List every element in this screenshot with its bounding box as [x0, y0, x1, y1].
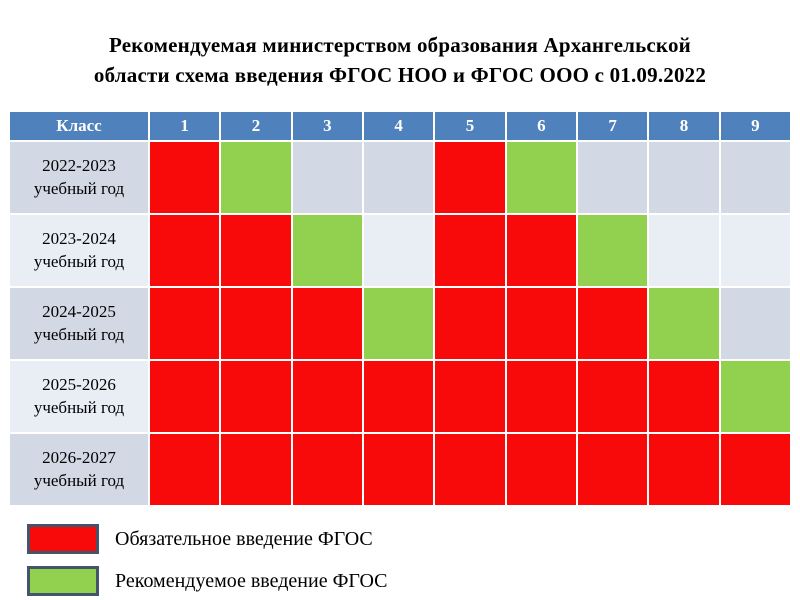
- table-body: 2022-2023 учебный год 2023-2024 учебный год…: [10, 142, 790, 505]
- legend-swatch-recommended: [27, 566, 99, 596]
- legend-item: Обязательное введение ФГОС: [27, 524, 387, 554]
- schedule-cell-obligatory: [150, 142, 220, 213]
- header-cell-grade-9: 9: [720, 112, 790, 140]
- schedule-cell-obligatory: [578, 288, 648, 359]
- schedule-cell-obligatory: [150, 361, 220, 432]
- schedule-cell-empty: [578, 142, 648, 213]
- schedule-cell-obligatory: [292, 288, 362, 359]
- schedule-cell-empty: [720, 215, 790, 286]
- schedule-cell-obligatory: [221, 361, 291, 432]
- table-row: 2022-2023 учебный год: [10, 142, 790, 213]
- schedule-cell-obligatory: [435, 142, 505, 213]
- schedule-cell-recommended: [221, 142, 291, 213]
- row-label-years: 2024-2025: [42, 301, 116, 321]
- row-label: 2026-2027 учебный год: [10, 434, 148, 505]
- row-label: 2024-2025 учебный год: [10, 288, 148, 359]
- header-cell-grade-7: 7: [578, 112, 648, 140]
- schedule-cell-empty: [649, 215, 719, 286]
- legend-item: Рекомендуемое введение ФГОС: [27, 566, 387, 596]
- header-cell-grade-8: 8: [649, 112, 719, 140]
- schedule-cell-empty: [292, 142, 362, 213]
- header-cell-grade-6: 6: [506, 112, 576, 140]
- header-cell-class: Класс: [10, 112, 148, 140]
- row-label: 2022-2023 учебный год: [10, 142, 148, 213]
- header-cell-grade-1: 1: [150, 112, 220, 140]
- page-title: Рекомендуемая министерством образования …: [0, 0, 800, 91]
- row-label-caption: учебный год: [33, 324, 125, 344]
- page-title-line2: области схема введения ФГОС НОО и ФГОС О…: [93, 63, 707, 88]
- row-label-years: 2025-2026: [42, 374, 116, 394]
- schedule-cell-obligatory: [506, 434, 576, 505]
- legend-label: Обязательное введение ФГОС: [115, 527, 373, 550]
- fgos-schedule-table: Класс 1 2 3 4 5 6 7 8 9 2022-2023 учебный год 2023-…: [10, 112, 790, 507]
- schedule-cell-obligatory: [578, 361, 648, 432]
- row-label-caption: учебный год: [33, 251, 125, 271]
- schedule-cell-obligatory: [292, 434, 362, 505]
- schedule-cell-obligatory: [435, 215, 505, 286]
- schedule-cell-obligatory: [364, 434, 434, 505]
- row-label-years: 2022-2023: [42, 155, 116, 175]
- page-title-line1: Рекомендуемая министерством образования …: [109, 33, 691, 57]
- schedule-cell-obligatory: [649, 434, 719, 505]
- row-label: 2023-2024 учебный год: [10, 215, 148, 286]
- table-header-row: Класс 1 2 3 4 5 6 7 8 9: [10, 112, 790, 140]
- legend-swatch-obligatory: [27, 524, 99, 554]
- schedule-cell-empty: [364, 215, 434, 286]
- schedule-cell-obligatory: [578, 434, 648, 505]
- header-cell-grade-5: 5: [435, 112, 505, 140]
- schedule-cell-recommended: [578, 215, 648, 286]
- schedule-cell-obligatory: [221, 288, 291, 359]
- schedule-cell-obligatory: [435, 361, 505, 432]
- row-label-caption: учебный год: [33, 470, 125, 490]
- table-row: 2024-2025 учебный год: [10, 288, 790, 359]
- schedule-cell-empty: [720, 142, 790, 213]
- row-label: 2025-2026 учебный год: [10, 361, 148, 432]
- schedule-cell-recommended: [649, 288, 719, 359]
- schedule-cell-obligatory: [506, 361, 576, 432]
- legend-label: Рекомендуемое введение ФГОС: [115, 569, 388, 592]
- schedule-cell-obligatory: [435, 288, 505, 359]
- schedule-cell-obligatory: [150, 288, 220, 359]
- table-row: 2025-2026 учебный год: [10, 361, 790, 432]
- legend: Обязательное введение ФГОС Рекомендуемое …: [27, 524, 387, 600]
- schedule-cell-obligatory: [506, 215, 576, 286]
- schedule-cell-empty: [649, 142, 719, 213]
- header-cell-grade-3: 3: [292, 112, 362, 140]
- schedule-cell-recommended: [506, 142, 576, 213]
- row-label-caption: учебный год: [33, 397, 125, 417]
- schedule-cell-recommended: [292, 215, 362, 286]
- schedule-cell-obligatory: [292, 361, 362, 432]
- schedule-cell-obligatory: [150, 215, 220, 286]
- schedule-cell-obligatory: [649, 361, 719, 432]
- schedule-cell-obligatory: [435, 434, 505, 505]
- table-row: 2023-2024 учебный год: [10, 215, 790, 286]
- schedule-cell-recommended: [364, 288, 434, 359]
- schedule-cell-recommended: [720, 361, 790, 432]
- table-row: 2026-2027 учебный год: [10, 434, 790, 505]
- schedule-cell-obligatory: [506, 288, 576, 359]
- row-label-years: 2026-2027: [42, 447, 116, 467]
- schedule-cell-obligatory: [720, 434, 790, 505]
- schedule-cell-obligatory: [221, 215, 291, 286]
- row-label-years: 2023-2024: [42, 228, 116, 248]
- schedule-cell-obligatory: [221, 434, 291, 505]
- schedule-cell-obligatory: [364, 361, 434, 432]
- header-cell-grade-4: 4: [364, 112, 434, 140]
- schedule-cell-obligatory: [150, 434, 220, 505]
- schedule-cell-empty: [720, 288, 790, 359]
- schedule-cell-empty: [364, 142, 434, 213]
- header-cell-grade-2: 2: [221, 112, 291, 140]
- row-label-caption: учебный год: [33, 178, 125, 198]
